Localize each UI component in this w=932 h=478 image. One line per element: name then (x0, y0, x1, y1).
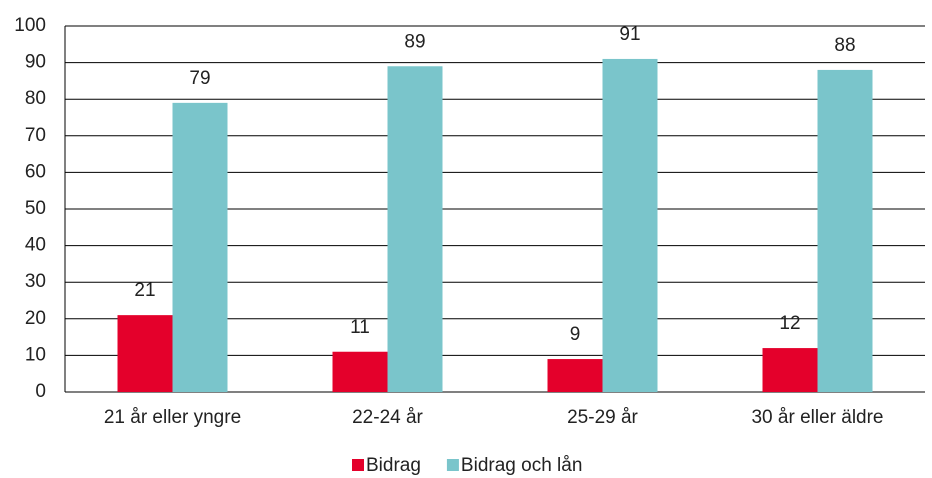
bar (762, 348, 818, 392)
data-label: 12 (779, 313, 800, 334)
x-tick-label: 21 år eller yngre (104, 407, 241, 428)
y-tick-label: 60 (25, 161, 46, 182)
x-tick-label: 30 år eller äldre (751, 407, 883, 428)
legend-swatch (446, 459, 459, 471)
data-label: 21 (134, 280, 155, 301)
bar (817, 69, 873, 393)
data-label: 9 (570, 324, 581, 345)
bar (602, 58, 658, 392)
y-tick-label: 20 (25, 308, 46, 329)
y-tick-label: 50 (25, 198, 46, 219)
x-tick-label: 22-24 år (352, 407, 423, 428)
bar (117, 315, 173, 392)
legend-label: Bidrag och lån (461, 455, 582, 476)
legend-swatch (352, 459, 364, 471)
y-tick-label: 80 (25, 88, 46, 109)
legend-label: Bidrag (366, 455, 421, 476)
y-tick-label: 40 (25, 235, 46, 256)
bar (547, 359, 603, 392)
y-tick-label: 0 (35, 381, 46, 402)
data-label: 89 (404, 31, 425, 52)
data-label: 11 (350, 317, 370, 338)
y-tick-label: 90 (25, 52, 46, 73)
bar (332, 351, 388, 392)
y-tick-label: 30 (25, 271, 46, 292)
bar (387, 66, 443, 392)
data-label: 91 (619, 24, 640, 45)
x-tick-label: 25-29 år (567, 407, 638, 428)
y-tick-label: 70 (25, 125, 46, 146)
data-label: 79 (189, 68, 210, 89)
data-label: 88 (834, 35, 855, 56)
bar (172, 102, 228, 393)
y-tick-label: 100 (14, 15, 46, 36)
y-tick-label: 10 (25, 344, 46, 365)
